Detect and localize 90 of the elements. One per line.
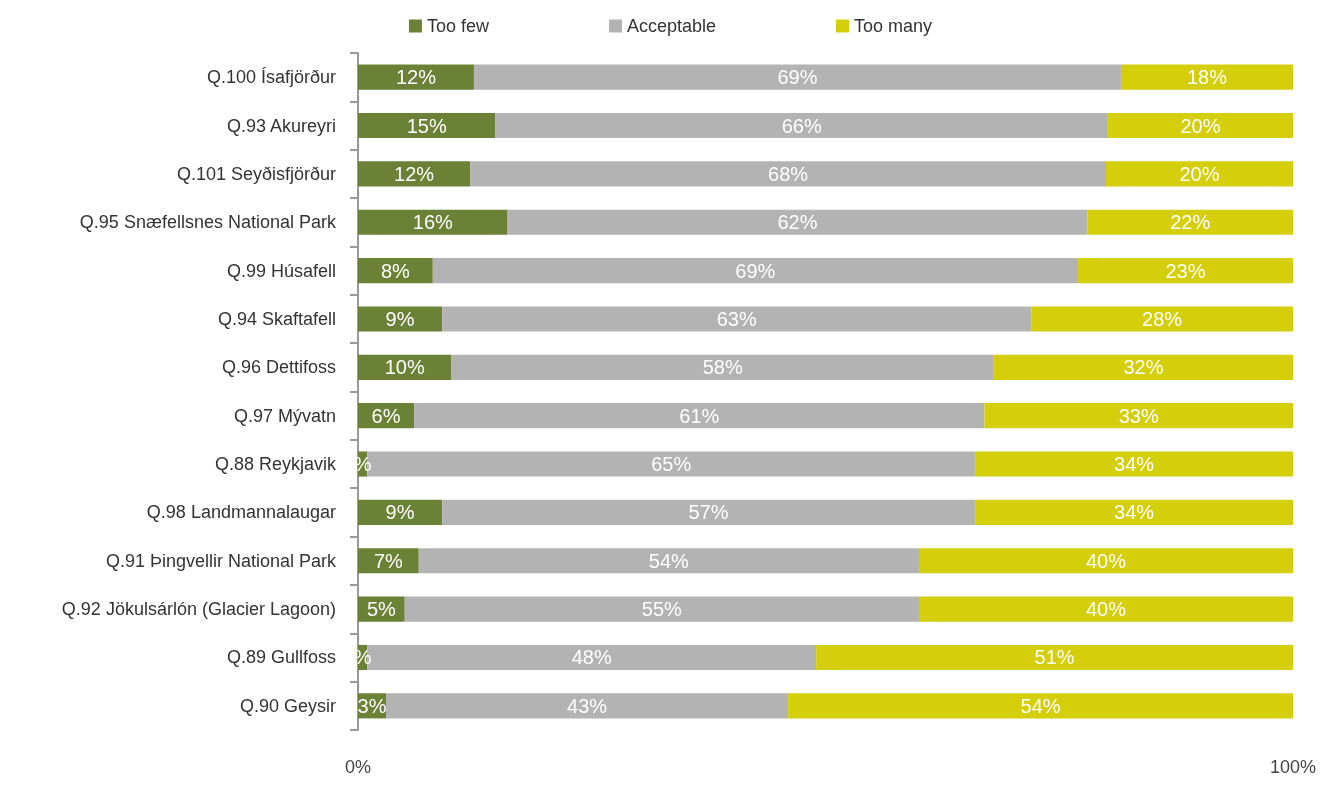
bar xyxy=(1087,209,1293,235)
y-tick-label: Q.96 Dettifoss xyxy=(221,357,336,378)
bar xyxy=(404,596,919,622)
data-label: 5% xyxy=(366,598,397,621)
data-label: 20% xyxy=(1179,162,1220,185)
bar xyxy=(358,161,471,187)
bar xyxy=(993,354,1293,380)
y-tick-label: Q.100 Ísafjörður xyxy=(206,67,336,88)
data-label: 68% xyxy=(768,162,809,185)
bar xyxy=(1106,161,1293,187)
bar xyxy=(451,354,994,380)
bar xyxy=(358,306,443,332)
data-label: 34% xyxy=(1114,453,1155,476)
y-tick-label: Q.95 Snæfellsnes National Park xyxy=(79,212,337,233)
y-tick-label: Q.92 Jökulsárlón (Glacier Lagoon) xyxy=(61,599,336,620)
bar xyxy=(1031,306,1293,332)
legend-label: Acceptable xyxy=(626,16,717,36)
bar xyxy=(432,258,1078,284)
bar xyxy=(919,548,1293,574)
data-label: 10% xyxy=(384,356,425,379)
y-tick-label: Q.94 Skaftafell xyxy=(217,308,336,329)
bar xyxy=(418,548,919,574)
data-label: 40% xyxy=(1085,549,1127,572)
data-label: 15% xyxy=(406,114,447,137)
data-label: 9% xyxy=(385,501,415,524)
bar xyxy=(816,644,1293,671)
data-label: 51% xyxy=(1034,646,1075,669)
bar xyxy=(386,693,789,719)
data-label: 55% xyxy=(641,598,683,621)
bar xyxy=(1077,258,1293,284)
data-label: 8% xyxy=(380,259,411,282)
y-tick-label: Q.98 Landmannalaugar xyxy=(146,502,337,523)
data-label: 16% xyxy=(412,211,454,234)
data-label: 54% xyxy=(1020,694,1061,717)
bar xyxy=(358,64,474,90)
bar xyxy=(473,64,1121,90)
data-label: 20% xyxy=(1180,114,1221,137)
y-tick-label: Q.89 Gullfoss xyxy=(226,647,336,668)
bar xyxy=(1107,112,1293,139)
data-label: 66% xyxy=(781,114,822,137)
bar xyxy=(507,209,1088,235)
x-tick-label: 0% xyxy=(344,757,372,777)
data-label: 3% xyxy=(357,694,387,717)
data-label: 34% xyxy=(1114,501,1155,524)
y-tick-label: Q.99 Húsafell xyxy=(226,260,336,281)
data-label: 18% xyxy=(1186,66,1228,89)
y-tick-label: Q.91 Þingvellir National Park xyxy=(105,550,337,571)
data-label: 7% xyxy=(373,549,404,572)
bar xyxy=(975,451,1293,477)
bar xyxy=(1120,64,1293,90)
data-label: 62% xyxy=(777,211,818,234)
bar xyxy=(358,209,508,235)
data-label: 33% xyxy=(1118,404,1159,427)
data-label: 58% xyxy=(702,356,743,379)
data-label: 69% xyxy=(735,259,776,282)
bar xyxy=(788,693,1293,719)
y-tick-label: Q.88 Reykjavik xyxy=(214,454,337,475)
data-label: 61% xyxy=(679,404,720,427)
bar xyxy=(470,161,1106,187)
data-label: 23% xyxy=(1165,259,1206,282)
data-label: 69% xyxy=(777,66,818,89)
data-label: 28% xyxy=(1142,307,1183,330)
data-label: 43% xyxy=(567,694,608,717)
data-label: 12% xyxy=(394,162,435,185)
y-tick-label: Q.97 Mývatn xyxy=(233,405,336,426)
y-tick-label: Q.90 Geysir xyxy=(239,695,336,716)
bar xyxy=(975,499,1293,525)
data-label: 54% xyxy=(648,549,690,572)
x-tick-label: 100% xyxy=(1269,757,1317,777)
y-tick-label: Q.93 Akureyri xyxy=(226,115,336,136)
data-label: 65% xyxy=(651,453,692,476)
data-label: 32% xyxy=(1123,356,1164,379)
legend-label: Too many xyxy=(854,16,933,36)
bar xyxy=(984,403,1293,429)
data-label: 6% xyxy=(371,404,401,427)
data-label: 40% xyxy=(1085,598,1127,621)
data-label: 22% xyxy=(1170,211,1211,234)
bar xyxy=(414,403,985,429)
bar xyxy=(495,112,1108,139)
data-label: 63% xyxy=(716,307,757,330)
legend-label: Too few xyxy=(426,16,490,36)
data-label: 9% xyxy=(385,307,415,330)
data-label: 12% xyxy=(395,66,437,89)
data-label: 57% xyxy=(688,501,729,524)
bar xyxy=(919,596,1293,622)
y-tick-label: Q.101 Seyðisfjörður xyxy=(176,163,336,184)
bar xyxy=(442,499,976,525)
bar xyxy=(442,306,1032,332)
data-label: 48% xyxy=(571,646,612,669)
bar xyxy=(358,112,496,139)
